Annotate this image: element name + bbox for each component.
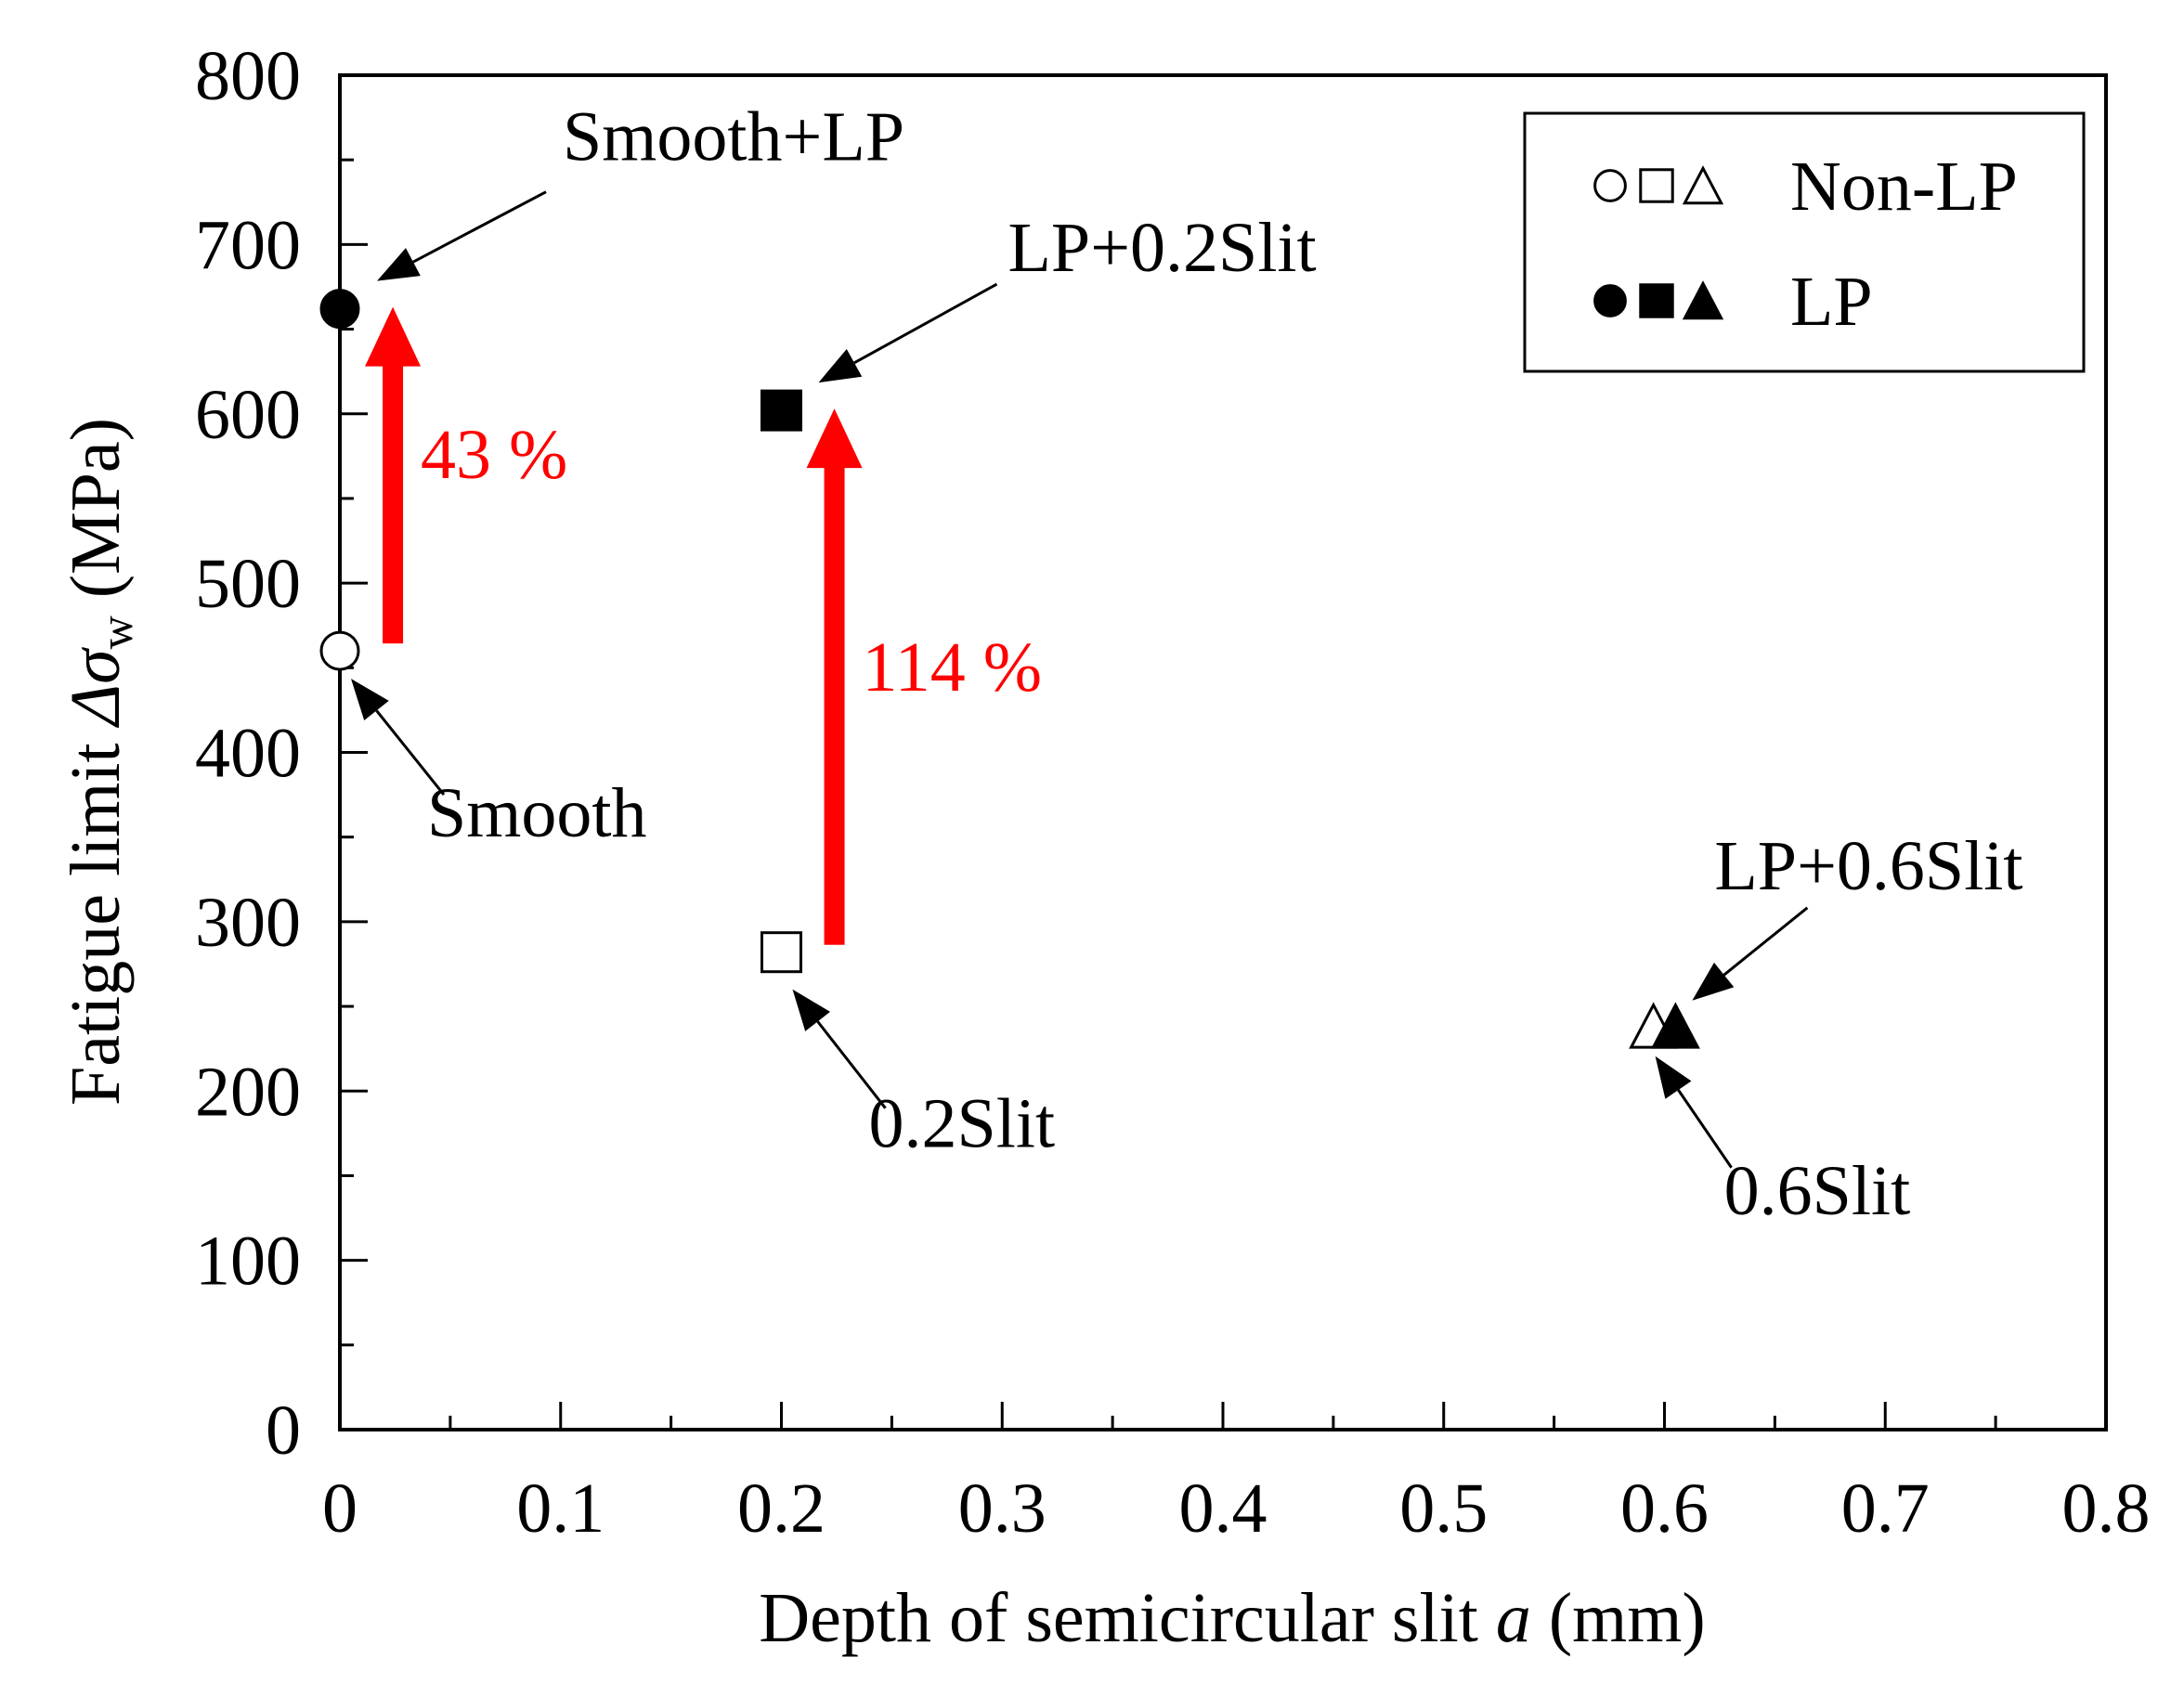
annotation-0-2slit: 0.2Slit bbox=[869, 1085, 1056, 1163]
y-tick-label: 0 bbox=[266, 1392, 301, 1470]
y-tick-label: 300 bbox=[195, 884, 301, 962]
x-tick-label: 0.6 bbox=[1620, 1470, 1709, 1548]
annotation-arrow-head bbox=[351, 679, 389, 721]
y-axis-title-prefix: Fatigue limit bbox=[57, 725, 135, 1106]
annotation-arrow-head bbox=[377, 248, 421, 281]
y-axis-title-subscript: w bbox=[90, 615, 142, 649]
annotation-lp-0-6slit: LP+0.6Slit bbox=[1714, 827, 2022, 905]
data-point-lp-0-2slit bbox=[760, 389, 802, 432]
annotation-lp-0-2slit: LP+0.2Slit bbox=[1008, 209, 1317, 287]
y-axis-title-variable: Δσ bbox=[57, 647, 135, 729]
x-axis-title-variable: a bbox=[1496, 1579, 1531, 1657]
annotation-0-6slit: 0.6Slit bbox=[1724, 1152, 1911, 1230]
legend-marker-circle bbox=[1593, 169, 1627, 202]
improvement-arrow-head bbox=[806, 408, 863, 469]
y-tick-label: 100 bbox=[195, 1223, 301, 1301]
annotation-arrow-line bbox=[375, 709, 446, 797]
annotation-arrow-head bbox=[818, 348, 863, 383]
legend-box bbox=[1523, 111, 2086, 373]
x-axis-title: Depth of semicircular slit a (mm) bbox=[759, 1579, 1705, 1657]
improvement-percent-label: 114 % bbox=[863, 628, 1043, 706]
legend-label-non-lp: Non-LP bbox=[1790, 148, 2018, 226]
annotation-arrow-head bbox=[1655, 1056, 1692, 1099]
annotation-arrow-head bbox=[792, 989, 830, 1031]
y-tick-label: 200 bbox=[195, 1053, 301, 1131]
x-tick-label: 0.7 bbox=[1841, 1470, 1930, 1548]
x-axis-title-unit: (mm) bbox=[1531, 1579, 1706, 1657]
y-tick-label: 500 bbox=[195, 545, 301, 623]
data-point-smooth bbox=[319, 630, 360, 671]
annotation-smooth: Smooth bbox=[427, 774, 647, 852]
legend-marker-square bbox=[1639, 283, 1674, 318]
legend-marker-triangle bbox=[1682, 165, 1724, 205]
annotation-smooth-lp: Smooth+LP bbox=[563, 98, 904, 176]
annotation-arrow-line bbox=[412, 190, 547, 264]
y-tick-label: 800 bbox=[195, 37, 301, 115]
data-point-smooth-lp bbox=[319, 289, 360, 330]
annotation-arrow-line bbox=[853, 282, 998, 365]
legend-label-lp: LP bbox=[1790, 263, 1873, 341]
x-tick-label: 0.8 bbox=[2062, 1470, 2151, 1548]
y-tick-label: 700 bbox=[195, 206, 301, 284]
y-tick-label: 600 bbox=[195, 376, 301, 454]
x-tick-label: 0.1 bbox=[516, 1470, 604, 1548]
y-axis-title-unit: (MPa) bbox=[57, 418, 135, 615]
x-tick-label: 0.4 bbox=[1179, 1470, 1268, 1548]
x-tick-label: 0 bbox=[322, 1470, 358, 1548]
x-tick-label: 0.3 bbox=[958, 1470, 1046, 1548]
data-point-0-2slit bbox=[760, 931, 802, 974]
data-point-lp-0-6slit bbox=[1650, 1002, 1700, 1049]
annotation-arrow-line bbox=[1722, 906, 1809, 977]
legend-marker-triangle bbox=[1682, 280, 1724, 320]
y-tick-label: 400 bbox=[195, 715, 301, 793]
x-tick-label: 0.2 bbox=[737, 1470, 826, 1548]
improvement-percent-label: 43 % bbox=[421, 416, 567, 494]
x-axis-title-prefix: Depth of semicircular slit bbox=[759, 1579, 1496, 1657]
y-axis-title: Fatigue limit Δσw (MPa) bbox=[57, 418, 142, 1106]
legend-marker-circle bbox=[1593, 284, 1627, 317]
legend-marker-square bbox=[1639, 168, 1674, 203]
annotation-arrow-line bbox=[816, 1020, 887, 1109]
annotation-arrow-head bbox=[1692, 962, 1735, 1001]
improvement-arrow-head bbox=[365, 306, 422, 367]
annotation-arrow-line bbox=[1677, 1089, 1733, 1169]
x-tick-label: 0.5 bbox=[1399, 1470, 1488, 1548]
